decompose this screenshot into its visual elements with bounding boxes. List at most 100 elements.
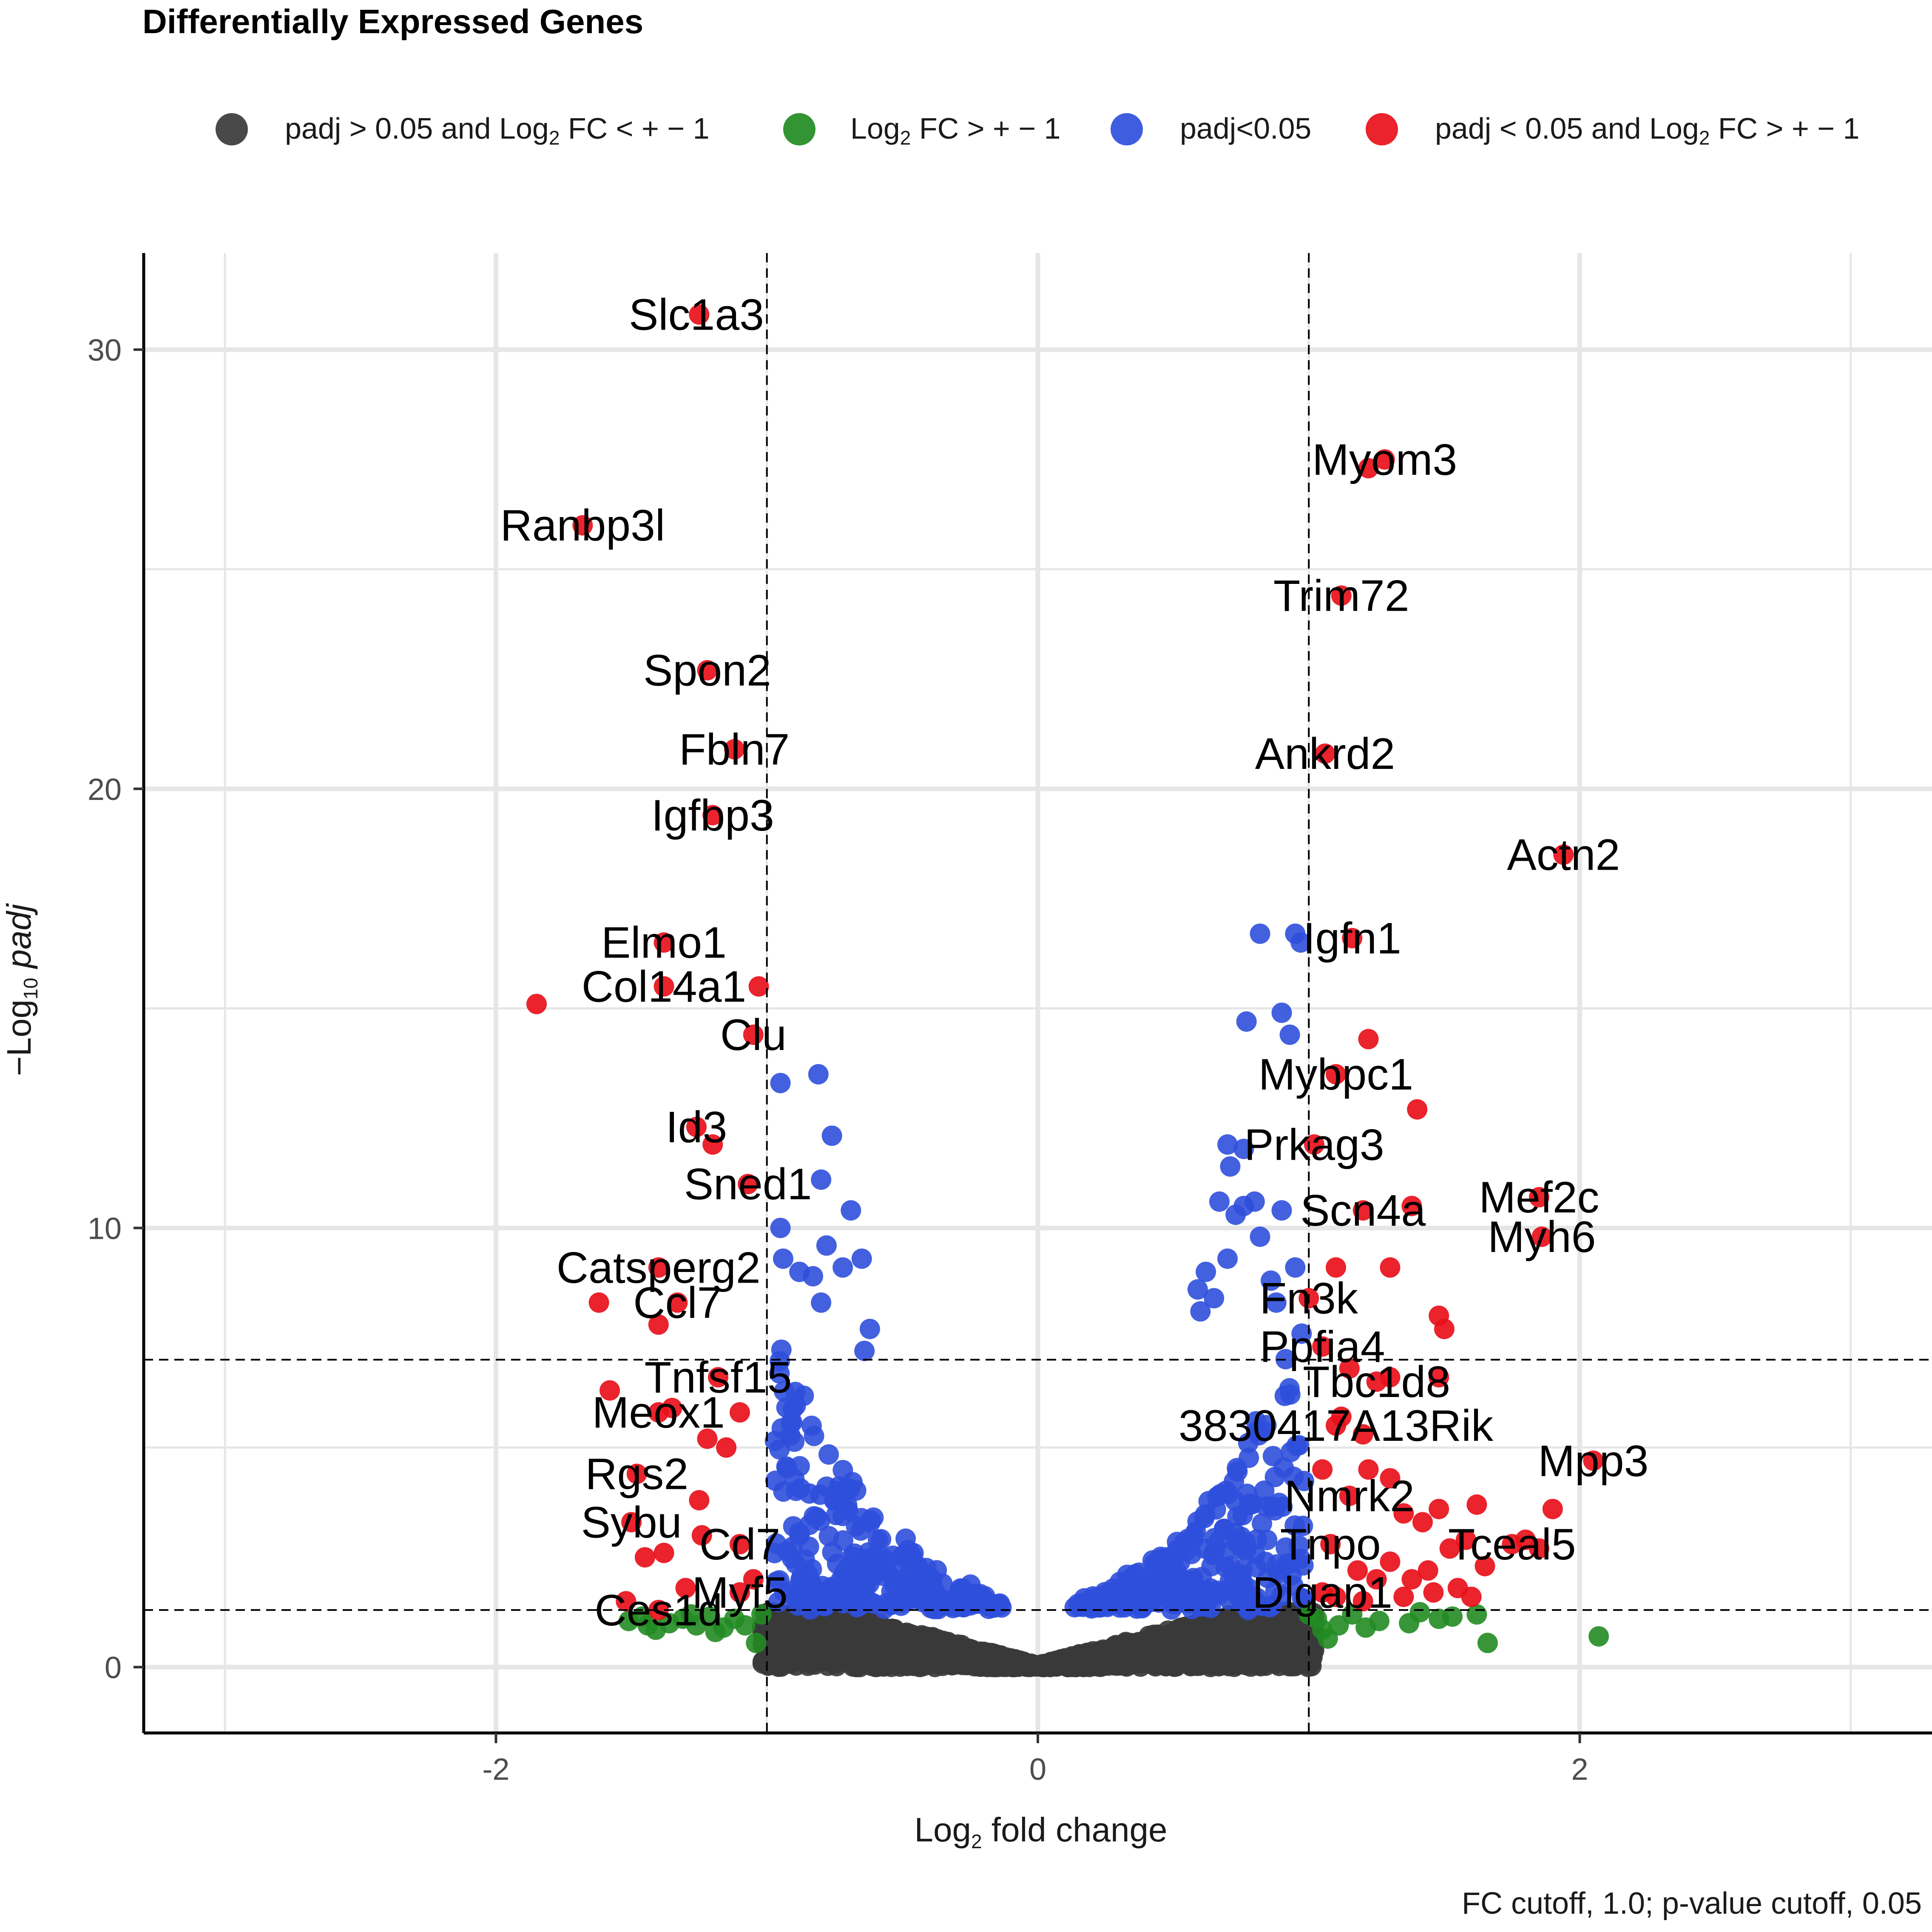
sig-point <box>1236 1011 1257 1032</box>
ns-point <box>951 1651 972 1672</box>
sig-fc-point <box>697 1428 718 1449</box>
gene-point-ranbp3l <box>572 515 593 536</box>
sig-fc-point <box>1312 1459 1333 1480</box>
ns-point <box>947 1634 968 1655</box>
ns-point <box>1251 1642 1272 1663</box>
sig-point <box>880 1594 901 1615</box>
sig-point <box>1261 1270 1281 1291</box>
sig-point <box>1271 1200 1292 1221</box>
fc-point <box>705 1622 726 1642</box>
sig-point <box>808 1064 829 1085</box>
fc-point <box>1477 1633 1498 1653</box>
gene-label-3830417a13rik: 3830417A13Rik <box>1179 1401 1494 1451</box>
sig-point <box>1290 932 1311 953</box>
ns-point <box>1178 1617 1199 1638</box>
sig-point <box>1179 1593 1199 1613</box>
sig-fc-point <box>1429 1367 1449 1388</box>
gene-point-ces1d <box>648 1599 669 1620</box>
grid-lines <box>144 253 1932 1733</box>
gene-point-tnfsf15 <box>708 1367 729 1388</box>
gene-point-ccl7 <box>667 1292 688 1313</box>
gene-point-rgs2 <box>626 1463 647 1484</box>
gene-point-actn2 <box>1553 844 1574 865</box>
gene-point-sybu <box>621 1512 642 1533</box>
gene-point-nmrk2 <box>1339 1485 1360 1506</box>
sig-fc-point <box>648 1314 669 1335</box>
sig-fc-point <box>1418 1560 1438 1581</box>
sig-point <box>1110 1588 1131 1609</box>
sig-fc-point <box>1380 1468 1401 1489</box>
sig-point <box>1247 1421 1267 1442</box>
sig-point <box>867 1529 888 1550</box>
gene-label-fbln7: Fbln7 <box>679 725 790 774</box>
gene-point-mpp3 <box>1583 1450 1604 1471</box>
sig-point <box>1284 1515 1305 1536</box>
gene-labels: Slc1a3 Ranbp3l Spon2 Fbln7 Igfbp3 Elmo1Col14a… <box>500 290 1649 1635</box>
sig-fc-point <box>1352 1424 1373 1445</box>
sig-point <box>828 1476 849 1497</box>
sig-point <box>935 1594 955 1615</box>
sig-fc-point <box>616 1591 636 1612</box>
sig-point <box>785 1553 806 1574</box>
fc-point <box>1399 1613 1420 1633</box>
sig-fc-point <box>716 1437 737 1458</box>
sig-fc-point <box>730 1402 750 1423</box>
gene-label-meox1: Meox1 <box>592 1388 725 1437</box>
sig-fc-point <box>1380 1257 1401 1278</box>
sig-point <box>965 1591 986 1612</box>
gene-point-mybpc1 <box>1326 1064 1346 1085</box>
gene-label-tbc1d8: Tbc1d8 <box>1303 1357 1450 1407</box>
x-tick-label: -2 <box>482 1753 509 1787</box>
sig-point <box>1224 1471 1244 1492</box>
sig-point <box>1291 1323 1312 1344</box>
sig-point <box>1220 1156 1241 1177</box>
gene-label-spon2: Spon2 <box>643 646 771 695</box>
sig-fc-point <box>1529 1538 1549 1559</box>
legend-key-ns <box>216 113 248 145</box>
sig-point <box>841 1200 861 1221</box>
sig-point <box>1233 1138 1254 1159</box>
sig-point <box>773 1248 793 1269</box>
gene-label-cd7: Cd7 <box>699 1520 781 1569</box>
sig-fc-point <box>526 993 547 1014</box>
sig-point <box>1247 1588 1268 1608</box>
sig-point <box>1191 1567 1212 1588</box>
gene-label-myh6: Myh6 <box>1488 1212 1596 1262</box>
fc-point <box>1312 1619 1333 1640</box>
sig-point <box>851 1248 872 1269</box>
sig-fc-point <box>588 1292 609 1313</box>
gene-label-elmo1: Elmo1 <box>601 918 727 967</box>
legend-label-fc: Log2 FC > + − 1 <box>850 112 1061 149</box>
sig-point <box>1257 1530 1278 1551</box>
sig-fc-point <box>702 1134 723 1155</box>
gene-point-dlgap1 <box>1312 1582 1333 1603</box>
ns-point <box>883 1648 903 1669</box>
gene-point-elmo1 <box>653 932 674 953</box>
sig-point <box>1194 1508 1215 1528</box>
sig-point <box>1217 1248 1238 1269</box>
sig-fc-point <box>1407 1099 1428 1120</box>
gene-label-myom3: Myom3 <box>1312 435 1457 484</box>
gene-label-ranbp3l: Ranbp3l <box>500 501 665 550</box>
gene-label-igfn1: Igfn1 <box>1303 914 1401 963</box>
gene-point-mef2c <box>1529 1187 1549 1208</box>
sig-point <box>854 1340 875 1361</box>
sig-point <box>764 1543 785 1564</box>
gene-label-myf5: Myf5 <box>692 1568 787 1618</box>
sig-fc-point <box>1358 458 1379 478</box>
legend: padj > 0.05 and Log2 FC < + − 1 Log2 FC >… <box>216 112 1860 149</box>
sig-point <box>1254 1480 1275 1501</box>
sig-fc-point <box>1347 1560 1368 1581</box>
gene-point-igfn1 <box>1342 928 1363 948</box>
sig-point <box>1204 1288 1225 1309</box>
sig-point <box>1262 1445 1283 1466</box>
gene-label-tnfsf15: Tnfsf15 <box>645 1353 792 1403</box>
sig-point <box>810 1484 831 1505</box>
gene-label-ppfia4: Ppfia4 <box>1260 1322 1385 1371</box>
gene-label-sned1: Sned1 <box>684 1160 812 1209</box>
plot-panel: Slc1a3 Ranbp3l Spon2 Fbln7 Igfbp3 Elmo1Col14a… <box>144 253 1932 1733</box>
sig-fc-point <box>1475 1556 1495 1576</box>
sig-point <box>821 1125 842 1146</box>
ns-point <box>849 1618 869 1639</box>
